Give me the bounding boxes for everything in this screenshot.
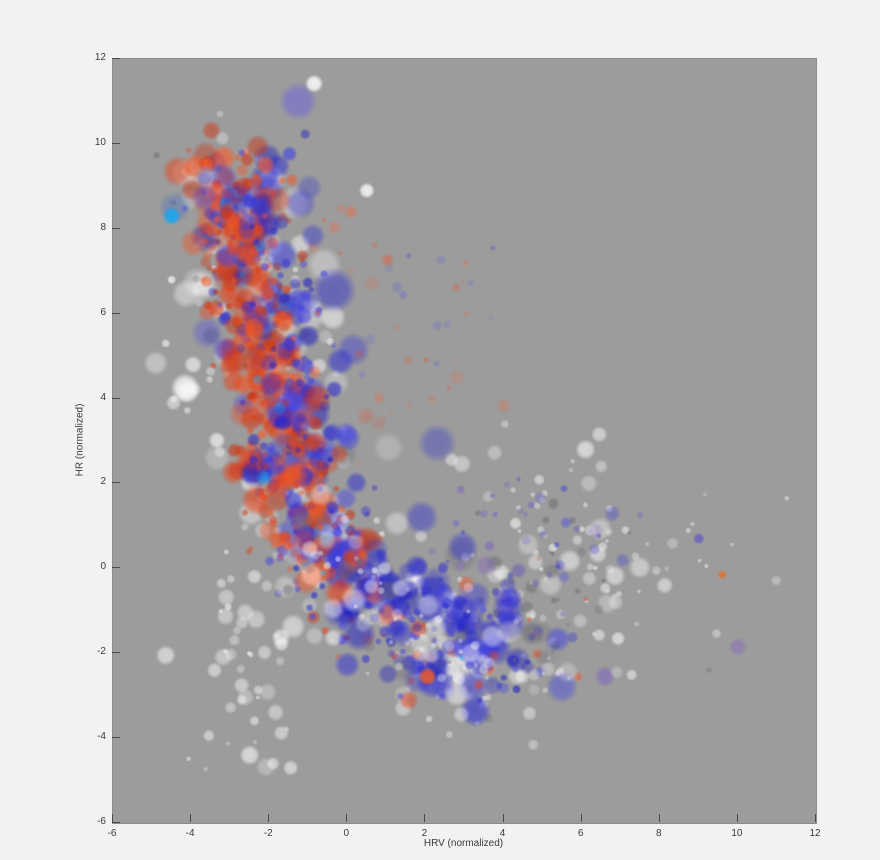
- y-tick-label: -4: [97, 731, 106, 743]
- y-tick-label: 2: [100, 476, 106, 488]
- y-tick-mark: [112, 312, 120, 314]
- bubble-scatter-canvas: [113, 59, 816, 823]
- x-tick-label: 6: [577, 828, 584, 839]
- x-tick-label: -6: [107, 828, 117, 839]
- x-tick-mark: [268, 814, 270, 822]
- y-tick-label: 0: [100, 561, 106, 573]
- y-tick-label: 12: [94, 52, 106, 63]
- y-tick-label: 10: [94, 136, 106, 148]
- y-tick-mark: [112, 142, 120, 144]
- x-tick-label: -2: [263, 828, 273, 839]
- y-tick-mark: [112, 397, 120, 399]
- x-axis-label: HRV (normalized): [423, 838, 504, 849]
- x-tick-mark: [346, 814, 348, 822]
- x-tick-mark: [190, 814, 192, 822]
- y-axis-label: HR (normalized): [74, 403, 86, 477]
- x-tick-mark: [502, 814, 504, 822]
- x-tick-label: 4: [499, 828, 506, 839]
- y-tick-mark: [112, 822, 120, 823]
- y-tick-label: 8: [100, 221, 106, 233]
- x-tick-mark: [815, 814, 816, 822]
- x-tick-label: 12: [809, 828, 821, 839]
- y-tick-mark: [112, 227, 120, 229]
- x-tick-label: 10: [731, 828, 743, 839]
- y-tick-mark: [112, 567, 120, 569]
- x-tick-label: 8: [655, 828, 662, 839]
- x-tick-mark: [424, 814, 426, 822]
- y-tick-mark: [112, 58, 120, 59]
- y-tick-label: -6: [97, 816, 106, 827]
- y-tick-label: -2: [97, 646, 106, 658]
- y-tick-label: 6: [100, 306, 106, 318]
- x-tick-mark: [580, 814, 582, 822]
- y-tick-mark: [112, 737, 120, 739]
- x-tick-label: -4: [185, 828, 195, 839]
- x-tick-label: 2: [421, 828, 428, 839]
- x-tick-mark: [658, 814, 660, 822]
- y-tick-mark: [112, 482, 120, 484]
- y-tick-mark: [112, 652, 120, 654]
- x-tick-mark: [112, 814, 113, 822]
- y-tick-label: 4: [100, 391, 106, 403]
- x-tick-label: 0: [343, 828, 350, 839]
- plot-area[interactable]: [112, 58, 817, 824]
- x-tick-mark: [736, 814, 738, 822]
